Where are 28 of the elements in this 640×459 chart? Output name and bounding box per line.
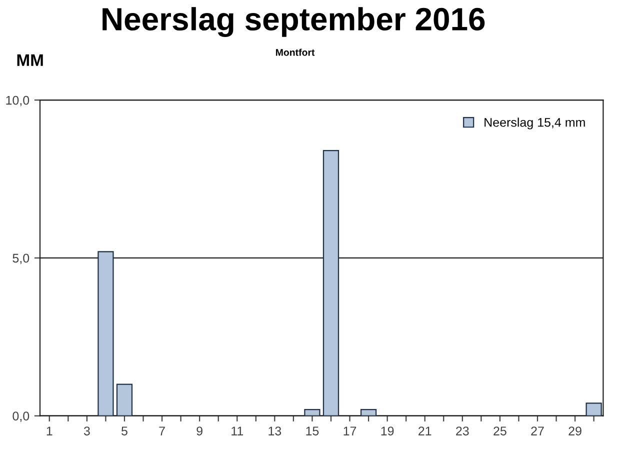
chart-title: Neerslag september 2016 [102, 7, 485, 37]
bar [360, 408, 377, 416]
x-tick-label: 19 [381, 426, 394, 436]
x-tick-label: 7 [159, 426, 165, 436]
legend-label: Neerslag 15,4 mm [484, 118, 585, 130]
chart-subtitle: Montfort [276, 48, 315, 56]
x-tick-label: 27 [531, 426, 544, 436]
bar [586, 402, 602, 416]
bar [116, 384, 133, 416]
x-tick-label: 9 [196, 426, 202, 436]
x-tick-label: 25 [494, 426, 506, 436]
bar [304, 408, 320, 416]
y-tick-label: 10,0 [6, 96, 30, 106]
x-tick-label: 5 [122, 426, 128, 436]
x-tick-label: 1 [46, 426, 52, 436]
bar [322, 150, 340, 416]
x-tick-label: 29 [568, 426, 582, 436]
bar [98, 251, 114, 416]
x-tick-label: 17 [344, 426, 356, 436]
x-tick-label: 15 [306, 426, 319, 436]
x-tick-label: 11 [232, 426, 243, 436]
x-tick-label: 3 [84, 426, 90, 436]
x-tick-label: 23 [456, 426, 469, 436]
x-tick-label: 13 [268, 426, 282, 436]
x-tick-label: 21 [418, 426, 432, 436]
y-axis-title: MM [17, 54, 43, 66]
y-tick-label: 0,0 [12, 412, 30, 422]
y-tick-label: 5,0 [12, 254, 30, 264]
